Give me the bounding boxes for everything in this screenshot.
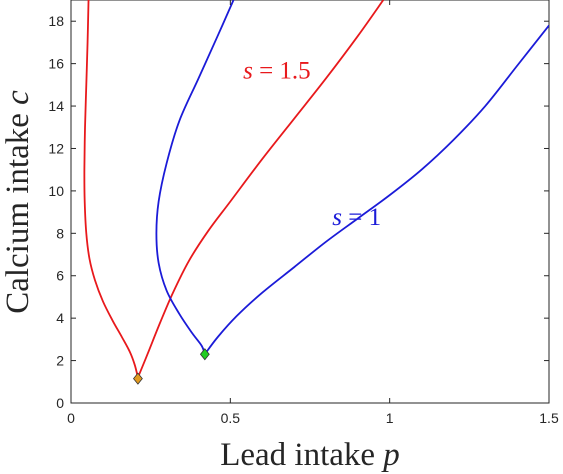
markers <box>133 348 210 385</box>
series-1-label: s = 1.5 <box>243 57 311 84</box>
plot-area <box>70 0 550 404</box>
y-tick-label: 0 <box>56 395 64 411</box>
y-axis-ticks: 0 2 4 6 8 10 12 14 16 18 <box>48 13 549 411</box>
y-tick-label: 12 <box>48 140 64 156</box>
y-tick-label: 14 <box>48 98 64 114</box>
curves <box>83 0 549 378</box>
x-tick-label: 1 <box>386 410 394 426</box>
diamond-marker-1 <box>133 372 143 385</box>
series-2-label: s = 1 <box>332 204 381 231</box>
series-1-branch-1-line <box>83 0 139 378</box>
diamond-marker-2 <box>199 348 210 361</box>
y-tick-label: 6 <box>56 268 64 284</box>
y-tick-label: 10 <box>48 183 64 199</box>
series-2-branch-1-line <box>155 0 235 355</box>
series-1-branch-2-line <box>137 0 385 378</box>
x-axis-label: Lead intake p <box>220 437 400 473</box>
y-tick-label: 18 <box>48 13 64 29</box>
series-2-branch-2-line <box>204 24 549 355</box>
x-axis-ticks: 0 0.5 1 1.5 <box>67 0 559 426</box>
y-tick-label: 4 <box>56 310 64 326</box>
x-tick-label: 0.5 <box>221 410 241 426</box>
x-tick-label: 1.5 <box>539 410 559 426</box>
curve-labels: s = 1.5 s = 1 <box>243 57 381 230</box>
x-tick-label: 0 <box>67 410 75 426</box>
y-tick-label: 2 <box>56 353 64 369</box>
y-tick-label: 8 <box>56 225 64 241</box>
y-axis-label: Calcium intake c <box>0 90 36 314</box>
y-tick-label: 16 <box>48 56 64 72</box>
